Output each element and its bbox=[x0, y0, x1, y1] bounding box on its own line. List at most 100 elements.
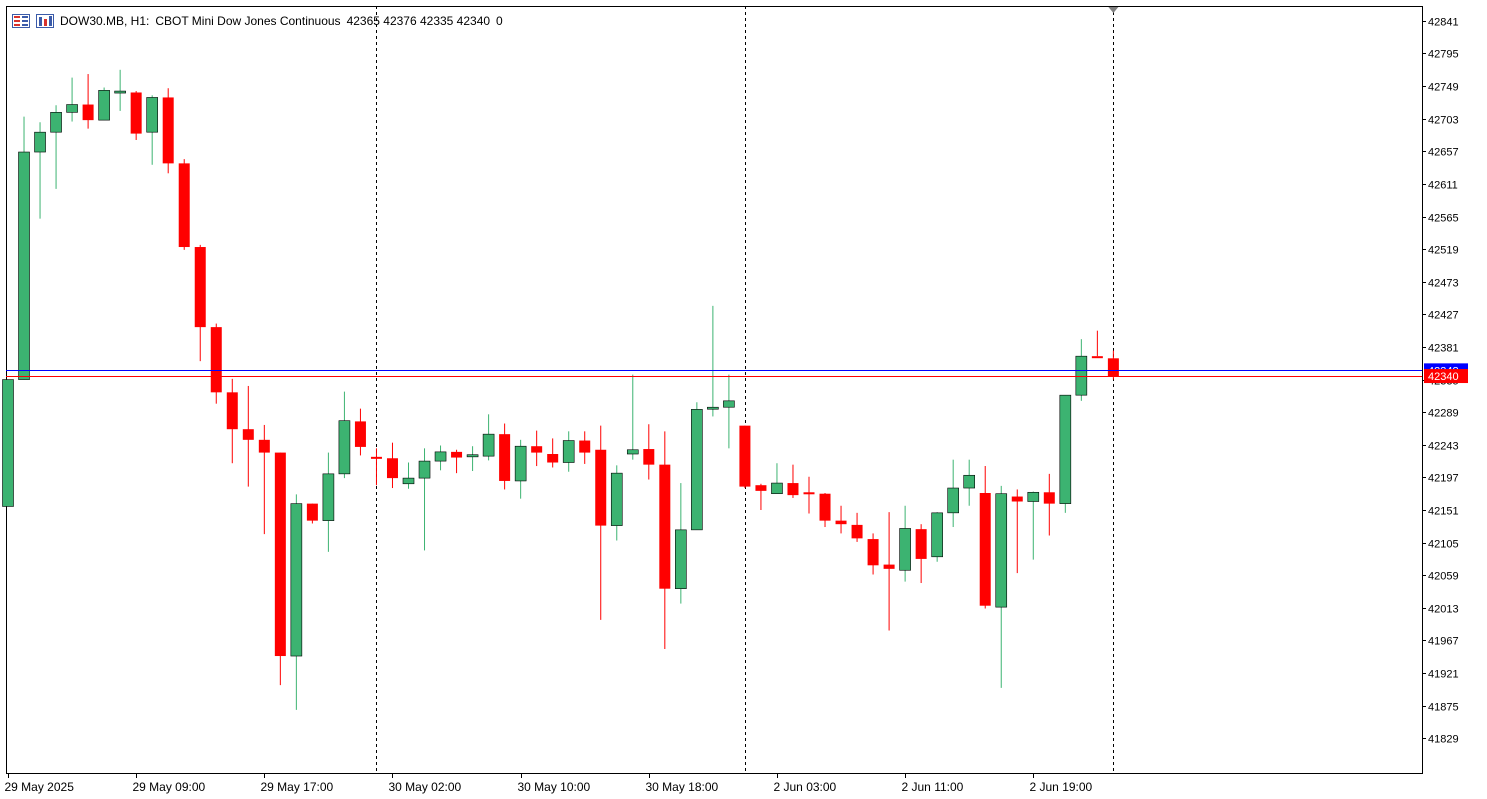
price-axis[interactable]: 42841 42795 42749 42703 42657 42611 42565 42519… bbox=[1422, 17, 1459, 746]
candle-body bbox=[1059, 394, 1072, 504]
candle-body bbox=[1027, 491, 1040, 502]
candle-body bbox=[995, 493, 1008, 608]
candle-16 bbox=[258, 424, 270, 535]
candle-body bbox=[643, 449, 655, 465]
candle-body bbox=[354, 421, 366, 447]
candle-21 bbox=[338, 391, 351, 479]
candle-47 bbox=[755, 483, 767, 511]
candle-body bbox=[194, 247, 206, 328]
candle-body bbox=[835, 520, 847, 525]
candle-60 bbox=[963, 459, 976, 506]
candle-body bbox=[803, 492, 815, 495]
candle-body bbox=[146, 97, 158, 133]
candle-39 bbox=[626, 374, 639, 460]
candle-body bbox=[386, 458, 398, 479]
candle-51 bbox=[819, 492, 831, 528]
candle-body bbox=[1075, 355, 1088, 396]
candle-22 bbox=[354, 408, 366, 456]
candle-body bbox=[114, 90, 126, 94]
y-tick-label-2: 42749 bbox=[1428, 82, 1459, 94]
candle-body bbox=[451, 451, 463, 458]
depth-of-market-icon[interactable] bbox=[36, 14, 54, 28]
x-tick-label-8: 2 Jun 19:00 bbox=[1030, 780, 1093, 794]
candle-body bbox=[306, 503, 318, 521]
candle-63 bbox=[1011, 489, 1023, 574]
chart-shift-marker bbox=[1108, 7, 1119, 13]
candle-3 bbox=[50, 105, 62, 189]
candle-body bbox=[466, 454, 479, 458]
candle-15 bbox=[242, 385, 254, 487]
candle-61 bbox=[979, 466, 991, 609]
candle-42 bbox=[675, 483, 687, 604]
candle-body bbox=[595, 449, 607, 526]
y-tick-label-20: 41921 bbox=[1428, 669, 1459, 681]
x-tick-label-1: 29 May 09:00 bbox=[133, 780, 206, 794]
trade-panel-icon[interactable] bbox=[12, 14, 30, 28]
y-tick-label-3: 42703 bbox=[1428, 115, 1459, 127]
candle-20 bbox=[322, 452, 335, 552]
candle-body bbox=[18, 151, 30, 380]
y-tick-label-14: 42197 bbox=[1428, 473, 1459, 485]
candles bbox=[2, 69, 1119, 710]
volume-value: 0 bbox=[496, 14, 503, 28]
candle-body bbox=[531, 446, 543, 453]
candle-body bbox=[947, 487, 959, 514]
y-tick-label-4: 42657 bbox=[1428, 147, 1459, 159]
candle-46 bbox=[739, 425, 751, 489]
candle-body bbox=[226, 392, 238, 430]
candle-body bbox=[723, 400, 735, 408]
y-tick-label-10: 42381 bbox=[1428, 343, 1459, 355]
candle-body bbox=[979, 492, 991, 606]
candle-body bbox=[290, 503, 303, 657]
candle-body bbox=[82, 104, 94, 121]
x-tick-label-3: 30 May 02:00 bbox=[389, 780, 462, 794]
candle-body bbox=[514, 445, 527, 482]
candle-23 bbox=[370, 448, 382, 486]
candle-45 bbox=[723, 374, 735, 449]
candle-57 bbox=[915, 524, 927, 584]
y-tick-label-15: 42151 bbox=[1428, 506, 1459, 518]
candle-6 bbox=[98, 87, 110, 121]
candle-body bbox=[755, 485, 767, 491]
candle-body bbox=[1011, 496, 1023, 502]
candle-18 bbox=[290, 494, 303, 710]
y-tick-label-0: 42841 bbox=[1428, 17, 1459, 29]
candle-body bbox=[370, 456, 382, 459]
candle-body bbox=[659, 464, 671, 589]
symbol-description: CBOT Mini Dow Jones Continuous bbox=[155, 14, 341, 28]
candle-29 bbox=[466, 446, 479, 472]
y-tick-label-18: 42013 bbox=[1428, 604, 1459, 616]
candle-body bbox=[50, 112, 62, 133]
candle-32 bbox=[514, 439, 527, 499]
y-tick-label-16: 42105 bbox=[1428, 539, 1459, 551]
candle-43 bbox=[691, 402, 703, 531]
candle-12 bbox=[194, 244, 206, 362]
candle-body bbox=[867, 539, 879, 566]
candle-28 bbox=[451, 449, 463, 474]
y-tick-label-7: 42519 bbox=[1428, 245, 1459, 257]
candle-body bbox=[418, 460, 431, 479]
candle-body bbox=[242, 429, 254, 440]
y-tick-label-8: 42473 bbox=[1428, 278, 1459, 290]
candle-24 bbox=[386, 442, 398, 489]
candle-body bbox=[274, 452, 286, 657]
candle-body bbox=[579, 440, 591, 453]
candle-53 bbox=[851, 512, 863, 542]
candle-body bbox=[402, 477, 415, 485]
candle-5 bbox=[82, 74, 94, 129]
candle-body bbox=[322, 473, 335, 521]
bid-price-tag: 42340 bbox=[1424, 369, 1468, 384]
candle-40 bbox=[643, 424, 655, 480]
candle-body bbox=[739, 425, 751, 487]
candle-body bbox=[626, 449, 639, 455]
x-tick-label-2: 29 May 17:00 bbox=[261, 780, 334, 794]
y-tick-label-6: 42565 bbox=[1428, 213, 1459, 225]
candle-body bbox=[675, 529, 687, 589]
day-separators bbox=[376, 6, 1114, 773]
candle-17 bbox=[274, 452, 286, 686]
time-axis[interactable]: 29 May 2025 29 May 09:00 29 May 17:00 30 Ma… bbox=[5, 773, 1093, 794]
candle-body bbox=[66, 104, 78, 113]
candle-body bbox=[691, 409, 703, 531]
